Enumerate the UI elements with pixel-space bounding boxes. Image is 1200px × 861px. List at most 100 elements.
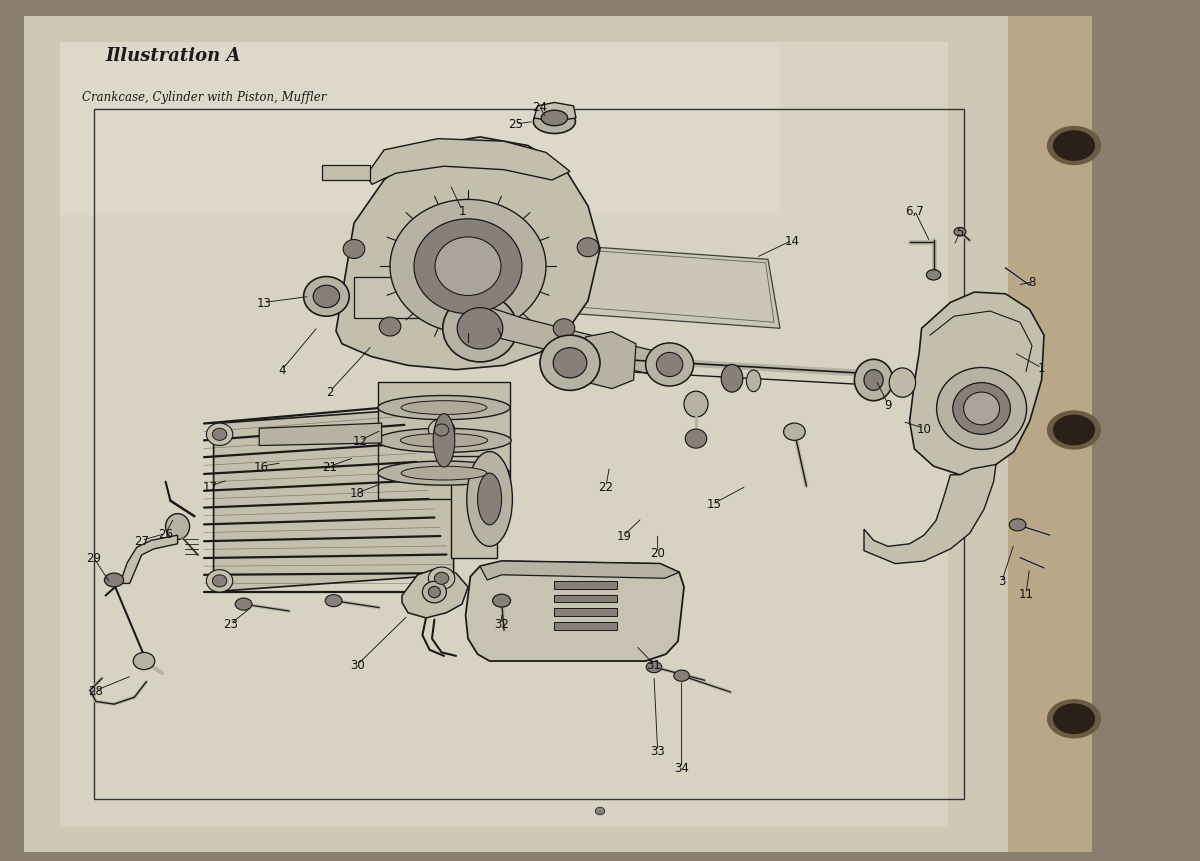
Ellipse shape xyxy=(646,344,694,387)
Ellipse shape xyxy=(889,369,916,398)
FancyBboxPatch shape xyxy=(24,17,1056,852)
Text: Crankcase, Cylinder with Piston, Muffler: Crankcase, Cylinder with Piston, Muffler xyxy=(82,90,326,103)
Text: 1: 1 xyxy=(1038,362,1045,375)
Ellipse shape xyxy=(864,370,883,391)
Text: 2: 2 xyxy=(326,385,334,399)
Text: 9: 9 xyxy=(884,398,892,412)
Ellipse shape xyxy=(1009,519,1026,531)
Ellipse shape xyxy=(377,429,511,453)
FancyBboxPatch shape xyxy=(60,43,948,827)
Text: 4: 4 xyxy=(278,363,286,377)
Ellipse shape xyxy=(540,336,600,391)
Bar xyxy=(554,623,617,630)
Polygon shape xyxy=(214,407,454,592)
Ellipse shape xyxy=(212,575,227,587)
Ellipse shape xyxy=(206,424,233,446)
Circle shape xyxy=(1054,416,1094,445)
Text: 12: 12 xyxy=(353,434,367,448)
Ellipse shape xyxy=(428,587,440,598)
Polygon shape xyxy=(378,382,510,499)
Ellipse shape xyxy=(746,371,761,393)
Text: 30: 30 xyxy=(350,658,365,672)
Ellipse shape xyxy=(401,434,487,448)
Bar xyxy=(554,581,617,589)
Ellipse shape xyxy=(212,429,227,441)
Text: 26: 26 xyxy=(158,527,173,541)
Text: 32: 32 xyxy=(494,617,509,631)
Ellipse shape xyxy=(656,353,683,377)
Text: 28: 28 xyxy=(89,684,103,697)
Ellipse shape xyxy=(533,110,576,134)
Ellipse shape xyxy=(378,461,510,486)
Ellipse shape xyxy=(390,201,546,334)
Circle shape xyxy=(1048,127,1100,165)
Ellipse shape xyxy=(553,349,587,379)
Text: 25: 25 xyxy=(509,118,523,132)
Text: 24: 24 xyxy=(533,101,547,115)
Text: 13: 13 xyxy=(257,296,271,310)
Bar xyxy=(451,456,497,558)
Ellipse shape xyxy=(422,582,446,604)
Ellipse shape xyxy=(313,286,340,308)
Ellipse shape xyxy=(685,430,707,449)
Ellipse shape xyxy=(553,319,575,338)
Bar xyxy=(322,165,370,181)
Polygon shape xyxy=(402,568,468,618)
Text: 3: 3 xyxy=(998,574,1006,588)
Text: 6,7: 6,7 xyxy=(905,204,924,218)
Ellipse shape xyxy=(467,452,512,547)
Ellipse shape xyxy=(206,570,233,592)
Ellipse shape xyxy=(721,365,743,393)
Text: 14: 14 xyxy=(785,234,799,248)
Polygon shape xyxy=(366,139,570,185)
Text: 23: 23 xyxy=(223,617,238,631)
Ellipse shape xyxy=(492,595,511,608)
Text: Illustration A: Illustration A xyxy=(106,47,241,65)
Ellipse shape xyxy=(325,595,342,607)
Ellipse shape xyxy=(478,474,502,525)
Polygon shape xyxy=(259,424,382,446)
Polygon shape xyxy=(110,536,178,584)
Polygon shape xyxy=(864,465,996,564)
Ellipse shape xyxy=(541,111,568,127)
Ellipse shape xyxy=(674,670,689,682)
Circle shape xyxy=(1054,132,1094,161)
Polygon shape xyxy=(498,241,780,329)
Ellipse shape xyxy=(166,514,190,540)
Polygon shape xyxy=(534,103,576,122)
Ellipse shape xyxy=(854,360,893,401)
Ellipse shape xyxy=(457,308,503,350)
Ellipse shape xyxy=(647,661,662,673)
Ellipse shape xyxy=(378,396,510,420)
Ellipse shape xyxy=(401,401,487,415)
Ellipse shape xyxy=(784,424,805,441)
Ellipse shape xyxy=(104,573,124,587)
Circle shape xyxy=(1048,412,1100,449)
Ellipse shape xyxy=(443,295,517,362)
Polygon shape xyxy=(474,305,672,377)
Ellipse shape xyxy=(436,238,502,296)
Ellipse shape xyxy=(304,277,349,317)
Ellipse shape xyxy=(577,238,599,257)
Text: 31: 31 xyxy=(647,658,661,672)
Ellipse shape xyxy=(401,467,487,480)
Text: 27: 27 xyxy=(134,534,149,548)
Text: 15: 15 xyxy=(707,497,721,511)
FancyBboxPatch shape xyxy=(24,17,1008,852)
Bar xyxy=(554,609,617,616)
Ellipse shape xyxy=(434,573,449,585)
Text: 5: 5 xyxy=(956,226,964,239)
Polygon shape xyxy=(586,332,636,389)
Ellipse shape xyxy=(379,318,401,337)
Text: 33: 33 xyxy=(650,744,665,758)
Circle shape xyxy=(1054,704,1094,734)
Bar xyxy=(354,277,462,319)
Ellipse shape xyxy=(343,240,365,259)
Text: 19: 19 xyxy=(617,529,631,542)
Ellipse shape xyxy=(684,392,708,418)
Circle shape xyxy=(1048,700,1100,738)
Ellipse shape xyxy=(433,414,455,468)
Ellipse shape xyxy=(434,424,449,437)
FancyBboxPatch shape xyxy=(984,17,1092,852)
FancyBboxPatch shape xyxy=(60,43,780,215)
